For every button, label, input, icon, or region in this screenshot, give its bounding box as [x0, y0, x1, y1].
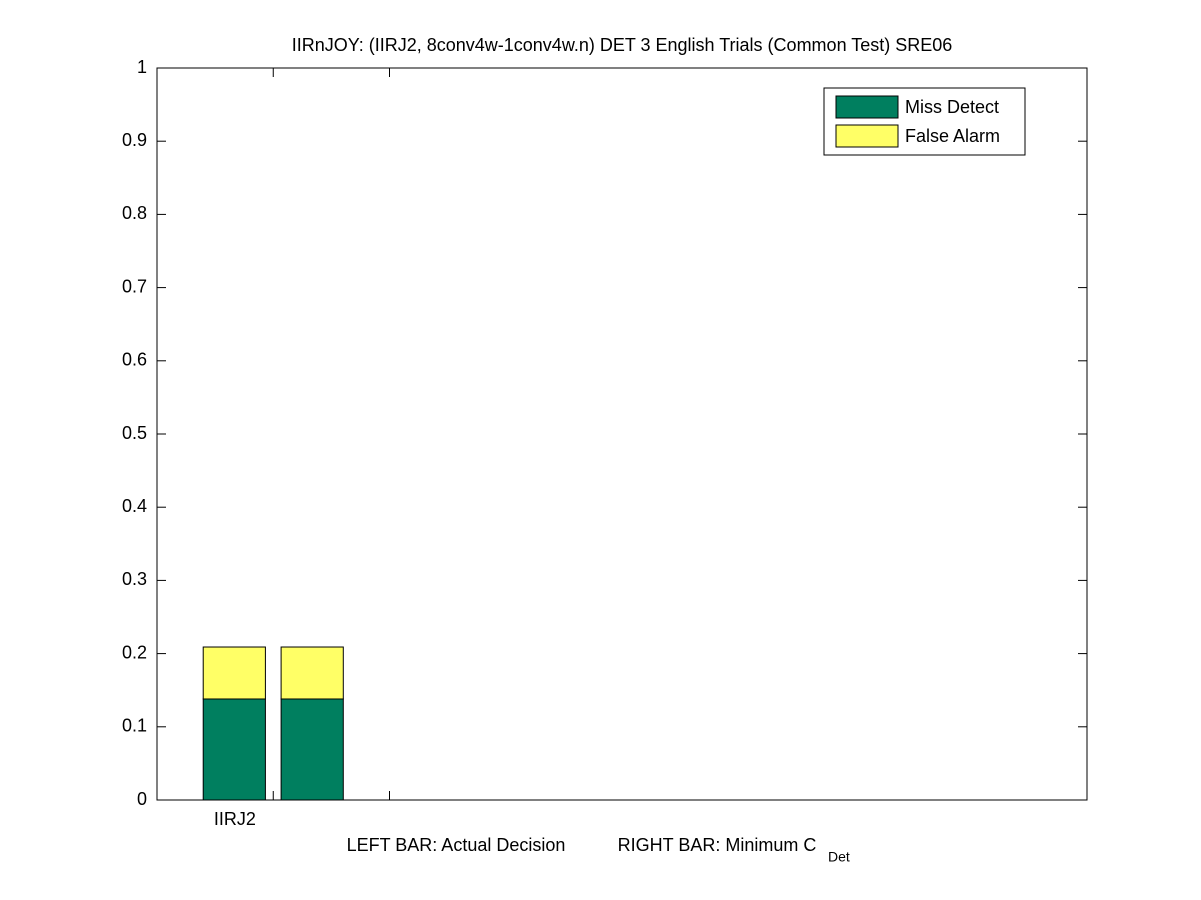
y-tick-label: 0.1: [122, 716, 147, 736]
y-tick-label: 0.5: [122, 423, 147, 443]
legend-swatch: [835, 124, 899, 148]
x-label-left: LEFT BAR: Actual Decision: [347, 835, 566, 855]
x-label-right: RIGHT BAR: Minimum C: [618, 835, 817, 855]
plot-frame: [156, 67, 1088, 801]
legend-swatch: [835, 95, 899, 119]
x-tick-label: IIRJ2: [214, 809, 256, 829]
y-tick-label: 0.2: [122, 642, 147, 662]
bar-segment: [280, 698, 344, 801]
y-tick-label: 0.8: [122, 203, 147, 223]
y-tick-label: 0.4: [122, 496, 147, 516]
bar-segment: [280, 646, 344, 700]
y-tick-label: 1: [137, 57, 147, 77]
y-tick-label: 0.7: [122, 276, 147, 296]
chart-title: IIRnJOY: (IIRJ2, 8conv4w-1conv4w.n) DET …: [292, 35, 953, 55]
bar-segment: [202, 646, 266, 700]
y-tick-label: 0.9: [122, 130, 147, 150]
legend-label: Miss Detect: [905, 97, 999, 117]
bar-segment: [202, 698, 266, 801]
x-label-subscript: Det: [828, 849, 850, 865]
legend-label: False Alarm: [905, 126, 1000, 146]
y-tick-label: 0.6: [122, 350, 147, 370]
y-tick-label: 0: [137, 789, 147, 809]
y-tick-label: 0.3: [122, 569, 147, 589]
